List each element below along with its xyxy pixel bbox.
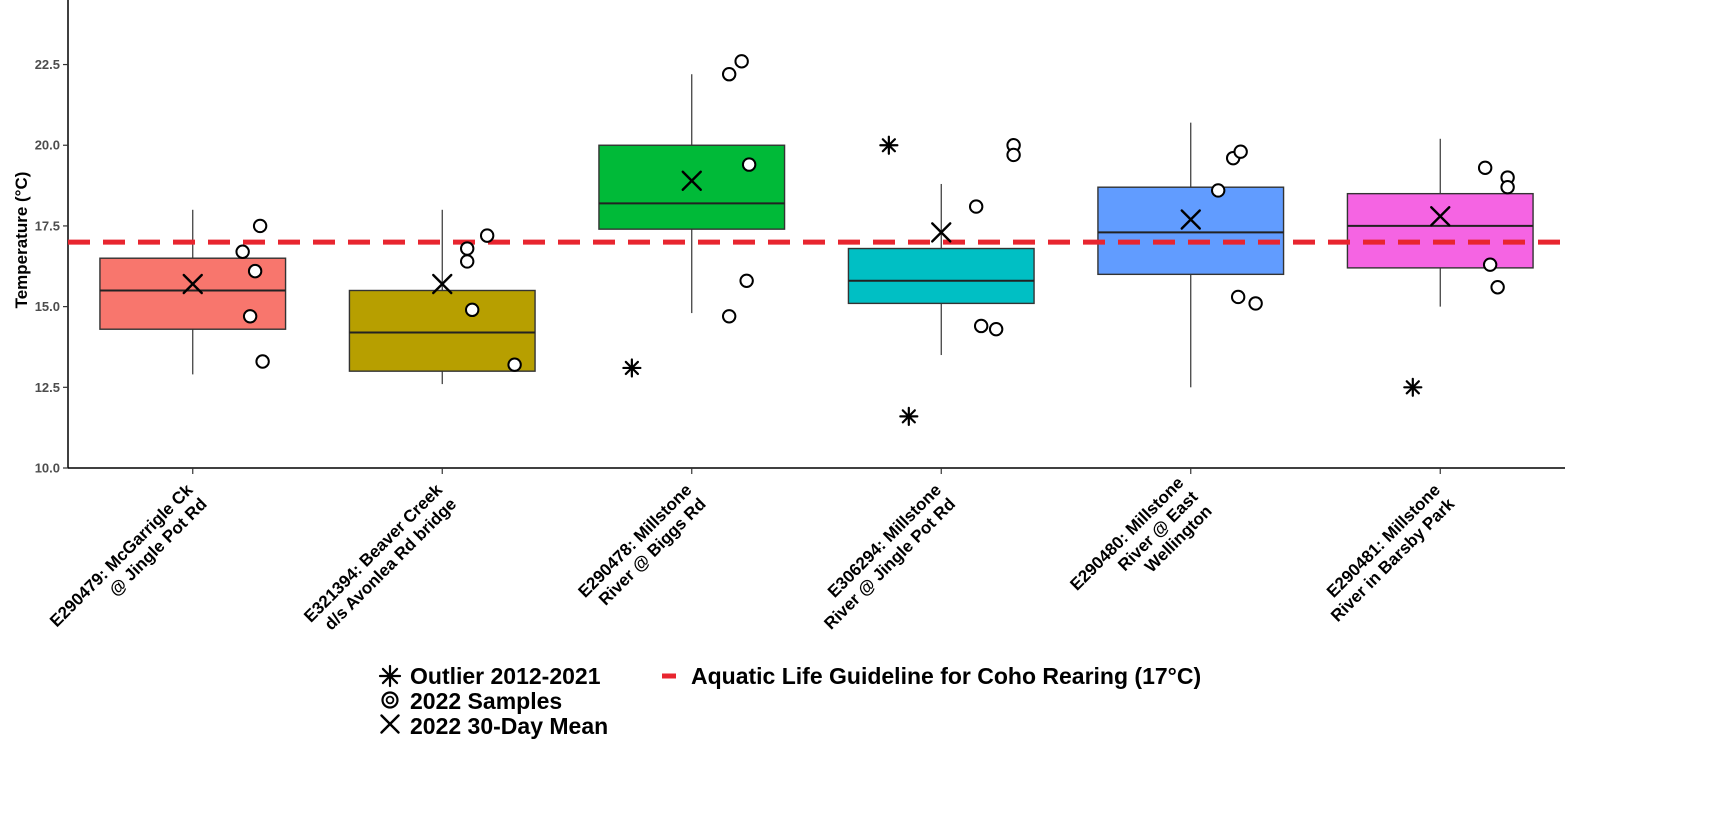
x-category-label: E290479: McGarrigle Ck@ Jingle Pot Rd [46, 480, 211, 645]
sample-2022-point [247, 263, 263, 279]
x-category-label: E290480: MillstoneRiver @ EastWellington [1066, 473, 1216, 623]
x-category-label-line: E290481: Millstone [1323, 480, 1444, 601]
sample-2022-point [1248, 296, 1263, 311]
sample-2022-point [460, 254, 475, 269]
asterisk-stroke [624, 360, 639, 376]
sample-2022-point [479, 228, 495, 243]
sample-2022-point [460, 241, 475, 256]
y-tick-label: 15.0 [35, 299, 60, 314]
x-category-label: E321394: Beaver Creekd/s Avonlea Rd brid… [300, 480, 460, 640]
y-tick-label: 10.0 [35, 461, 60, 476]
sample-2022-point [721, 309, 737, 324]
x-category-label-line: River in Barsby Park [1327, 494, 1458, 625]
box-iqr [1097, 186, 1285, 276]
asterisk-stroke [881, 138, 896, 153]
x-category-label-line: E290478: Millstone [575, 480, 696, 601]
x-category-label-line: d/s Avonlea Rd bridge [321, 494, 460, 633]
sample-2022-point [1230, 289, 1246, 305]
asterisk-stroke [1405, 380, 1420, 395]
y-axis-title: Temperature (°C) [12, 172, 31, 309]
x-category-label-line: River @ Jingle Pot Rd [820, 494, 959, 633]
mean-2022-marker [681, 170, 702, 191]
legend-guideline-label: Aquatic Life Guideline for Coho Rearing … [691, 663, 1201, 689]
sample-2022-point [252, 218, 268, 234]
mean-2022-marker [1180, 209, 1201, 230]
sample-2022-point [1477, 160, 1493, 176]
cross-stroke [681, 170, 702, 191]
sample-2022-point [464, 302, 480, 318]
outlier-point [622, 358, 642, 378]
x-category-label-line: E290479: McGarrigle Ck [46, 480, 197, 631]
x-category-label-line: E321394: Beaver Creek [300, 480, 446, 626]
x-category-label-line: E306294: Millstone [824, 480, 945, 601]
cross-stroke [182, 273, 203, 295]
box-iqr [348, 289, 536, 372]
box-group [598, 74, 786, 314]
sample-2022-point [741, 157, 757, 172]
mean-2022-marker [432, 273, 453, 295]
plot-area: 10.0 12.5 15.0 17.5 20.0 22.5 E290479: McGarri… [35, 0, 1565, 645]
sample-2022-point [1482, 257, 1498, 272]
box-iqr [598, 144, 786, 230]
mean-2022-marker [182, 273, 203, 295]
box-group [348, 209, 536, 385]
box-group [1346, 138, 1534, 307]
sample-2022-point [1490, 280, 1505, 295]
sample-2022-point [734, 54, 749, 69]
sample-2022-point [739, 273, 754, 288]
legend-samples-icon-inner [385, 695, 395, 705]
cross-stroke [1180, 209, 1201, 230]
sample-2022-point [255, 354, 270, 369]
y-tick-label: 22.5 [35, 57, 60, 72]
box-iqr [847, 247, 1035, 305]
legend-outlier-icon [378, 664, 402, 688]
outlier-point [1403, 377, 1423, 397]
box-group [847, 183, 1035, 356]
x-category-label: E290478: MillstoneRiver @ Biggs Rd [575, 480, 710, 615]
cross-stroke [380, 714, 400, 734]
mean-2022-marker [931, 222, 952, 243]
cross-stroke [931, 222, 952, 243]
sample-2022-point [973, 318, 989, 334]
y-tick-label: 20.0 [35, 138, 60, 153]
outlier-point [879, 135, 899, 155]
sample-2022-point [1006, 147, 1021, 163]
sample-2022-point [235, 244, 250, 259]
cross-stroke [1430, 206, 1451, 227]
asterisk-stroke [381, 667, 399, 685]
sample-2022-point [721, 67, 737, 82]
mean-2022-marker [1430, 206, 1451, 227]
sample-2022-point [242, 309, 258, 324]
sample-2022-point [1500, 180, 1515, 195]
y-tick-label: 12.5 [35, 380, 60, 395]
asterisk-stroke [901, 409, 916, 424]
sample-2022-point [988, 322, 1004, 337]
x-category-label: E290481: MillstoneRiver in Barsby Park [1313, 480, 1459, 626]
legend-outlier-label: Outlier 2012-2021 [410, 663, 601, 689]
sample-2022-point [507, 357, 522, 372]
y-tick-label: 17.5 [35, 218, 60, 233]
legend-mean-icon [380, 714, 400, 734]
sample-2022-point [1210, 183, 1226, 198]
sample-2022-point [1233, 144, 1248, 159]
sample-2022-point [968, 199, 984, 214]
box-iqr [1346, 192, 1534, 269]
legend-samples-label: 2022 Samples [410, 688, 562, 714]
x-category-label: E306294: MillstoneRiver @ Jingle Pot Rd [806, 480, 959, 633]
box-group [1097, 122, 1285, 388]
legend-mean-label: 2022 30-Day Mean [410, 713, 608, 739]
outlier-point [899, 406, 919, 426]
cross-stroke [432, 273, 453, 295]
box-group [99, 209, 287, 375]
